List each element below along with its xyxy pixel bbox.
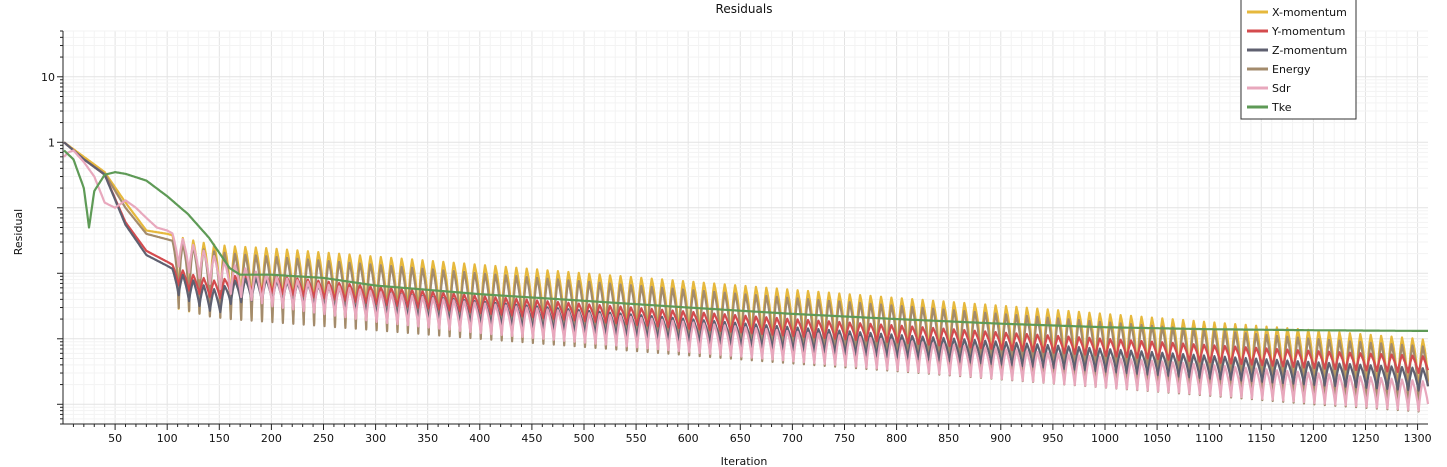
x-tick-label: 750	[834, 432, 855, 445]
chart-title: Residuals	[716, 2, 773, 16]
x-tick-label: 350	[417, 432, 438, 445]
x-tick-label: 600	[678, 432, 699, 445]
x-tick-label: 450	[521, 432, 542, 445]
series-line	[63, 149, 1429, 332]
x-tick-label: 1000	[1091, 432, 1119, 445]
series-line	[63, 149, 1430, 412]
x-tick-label: 900	[990, 432, 1011, 445]
x-tick-label: 950	[1042, 432, 1063, 445]
series-line	[63, 141, 1430, 374]
legend-label: Energy	[1272, 63, 1311, 76]
x-tick-label: 550	[626, 432, 647, 445]
legend-label: Z-momentum	[1272, 44, 1347, 57]
x-tick-label: 500	[573, 432, 594, 445]
x-tick-label: 200	[261, 432, 282, 445]
x-tick-label: 50	[108, 432, 122, 445]
legend-box	[1240, 0, 1357, 120]
legend: X-momentum Y-momentum Z-momentum Energy Sdr T…	[1240, 0, 1357, 120]
x-tick-label: 400	[469, 432, 490, 445]
y-axis-label: Residual	[12, 209, 25, 255]
legend-label: X-momentum	[1272, 6, 1347, 19]
legend-label: Tke	[1271, 101, 1292, 114]
x-tick-label: 150	[209, 432, 230, 445]
x-tick-label: 1150	[1247, 432, 1275, 445]
legend-label: Sdr	[1272, 82, 1291, 95]
x-tick-label: 650	[730, 432, 751, 445]
x-tick-label: 1300	[1404, 432, 1432, 445]
x-axis-label: Iteration	[721, 455, 768, 467]
x-tick-label: 300	[365, 432, 386, 445]
series-layer	[63, 141, 1430, 413]
y-tick-label: 1	[48, 136, 55, 149]
x-tick-label: 1100	[1195, 432, 1223, 445]
x-tick-label: 1250	[1351, 432, 1379, 445]
x-tick-label: 100	[157, 432, 178, 445]
x-tick-label: 700	[782, 432, 803, 445]
x-tick-label: 1200	[1299, 432, 1327, 445]
y-tick-label: 10	[41, 71, 55, 84]
axes: 50 100 150 200 250 300 350 400 450 500 550 600 650 70…	[41, 30, 1432, 445]
x-tick-label: 850	[938, 432, 959, 445]
legend-label: Y-momentum	[1271, 25, 1345, 38]
x-tick-label: 1050	[1143, 432, 1171, 445]
x-tick-label: 250	[313, 432, 334, 445]
x-tick-label: 800	[886, 432, 907, 445]
